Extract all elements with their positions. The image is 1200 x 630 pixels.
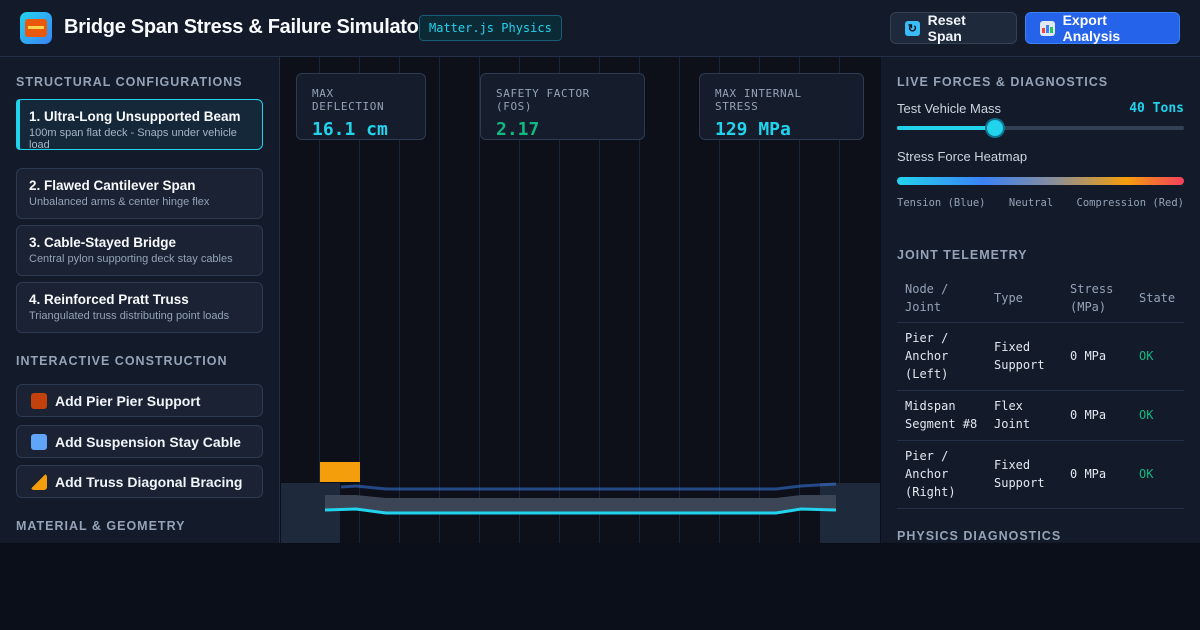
- page-footer-area: [0, 543, 1200, 630]
- heatmap-label: Stress Force Heatmap: [897, 149, 1028, 164]
- add-pier-label: Add Pier Pier Support: [55, 392, 201, 409]
- safety-factor-value: 2.17: [496, 119, 540, 140]
- left-abutment: [281, 483, 340, 543]
- bar-chart-icon: [1040, 20, 1055, 36]
- vehicle-mass-value: 40 Tons: [1129, 101, 1184, 116]
- config-flawed-cantilever[interactable]: 2. Flawed Cantilever Span Unbalanced arm…: [16, 168, 263, 219]
- state-cell: OK: [1131, 390, 1184, 441]
- add-truss-bracing-button[interactable]: Add Truss Diagonal Bracing: [16, 465, 263, 498]
- column-header: Node / Joint: [897, 275, 986, 323]
- column-header: Type: [986, 275, 1062, 323]
- table-row: Midspan Segment #8 Flex Joint 0 MPa OK: [897, 390, 1184, 441]
- metric-label: MAX INTERNAL STRESS: [715, 87, 802, 113]
- compression-label: Compression (Red): [1076, 197, 1184, 209]
- node-cell: Pier / Anchor (Right): [897, 440, 986, 509]
- config-cable-stayed[interactable]: 3. Cable-Stayed Bridge Central pylon sup…: [16, 225, 263, 276]
- config-title: 3. Cable-Stayed Bridge: [29, 235, 177, 250]
- export-analysis-button[interactable]: Export Analysis: [1025, 12, 1180, 44]
- metric-label: SAFETY FACTOR (FOS): [496, 87, 590, 113]
- lower-chord: [324, 507, 837, 515]
- material-geometry-heading: MATERIAL & GEOMETRY: [16, 519, 186, 533]
- add-stay-cable-button[interactable]: Add Suspension Stay Cable: [16, 425, 263, 458]
- config-ultra-long-beam[interactable]: 1. Ultra-Long Unsupported Beam 100m span…: [16, 99, 263, 151]
- right-panel: LIVE FORCES & DIAGNOSTICS Test Vehicle M…: [881, 57, 1200, 543]
- config-description: Triangulated truss distributing point lo…: [29, 310, 230, 322]
- table-header-row: Node / Joint Type Stress (MPa) State: [897, 275, 1184, 323]
- joint-telemetry-table: Node / Joint Type Stress (MPa) State Pie…: [897, 275, 1184, 509]
- type-cell: Flex Joint: [986, 390, 1062, 441]
- upper-chord: [340, 482, 837, 491]
- state-cell: OK: [1131, 322, 1184, 391]
- reset-icon: ↻: [905, 20, 920, 36]
- safety-factor-card: SAFETY FACTOR (FOS) 2.17: [480, 73, 645, 140]
- table-row: Pier / Anchor (Left) Fixed Support 0 MPa…: [897, 322, 1184, 391]
- type-cell: Fixed Support: [986, 322, 1062, 391]
- reset-span-button[interactable]: ↻ Reset Span: [890, 12, 1017, 44]
- stress-cell: 0 MPa: [1062, 322, 1131, 391]
- right-abutment: [820, 483, 880, 543]
- bridge-deck: [325, 495, 836, 512]
- thread-spool-icon: [31, 433, 47, 450]
- bridge-scene: [281, 462, 880, 543]
- slider-fill: [897, 126, 995, 130]
- heatmap-scale-labels: Tension (Blue) Neutral Compression (Red): [897, 197, 1184, 209]
- export-analysis-label: Export Analysis: [1062, 12, 1121, 44]
- vehicle-mass-label: Test Vehicle Mass: [897, 101, 1002, 116]
- stress-cell: 0 MPa: [1062, 440, 1131, 509]
- app-header: Bridge Span Stress & Failure Simulator M…: [0, 0, 1200, 57]
- reset-span-label: Reset Span: [927, 12, 966, 44]
- structural-configurations-heading: STRUCTURAL CONFIGURATIONS: [16, 75, 243, 89]
- live-forces-heading: LIVE FORCES & DIAGNOSTICS: [897, 75, 1109, 89]
- config-pratt-truss[interactable]: 4. Reinforced Pratt Truss Triangulated t…: [16, 282, 263, 333]
- stress-cell: 0 MPa: [1062, 390, 1131, 441]
- stress-heatmap-legend: [897, 177, 1184, 185]
- simulation-canvas[interactable]: MAX DEFLECTION 16.1 cm SAFETY FACTOR (FO…: [281, 57, 880, 543]
- config-title: 4. Reinforced Pratt Truss: [29, 292, 189, 307]
- max-internal-stress-card: MAX INTERNAL STRESS 129 MPa: [699, 73, 864, 140]
- max-internal-stress-value: 129 MPa: [715, 119, 791, 140]
- left-sidebar: STRUCTURAL CONFIGURATIONS 1. Ultra-Long …: [0, 57, 280, 543]
- add-pier-support-button[interactable]: Add Pier Pier Support: [16, 384, 263, 417]
- node-cell: Pier / Anchor (Left): [897, 322, 986, 391]
- state-cell: OK: [1131, 440, 1184, 509]
- add-cable-label: Add Suspension Stay Cable: [55, 433, 241, 450]
- max-deflection-card: MAX DEFLECTION 16.1 cm: [296, 73, 426, 140]
- joint-telemetry-heading: JOINT TELEMETRY: [897, 248, 1028, 262]
- vehicle-mass-slider[interactable]: [897, 120, 1184, 136]
- config-title: 2. Flawed Cantilever Span: [29, 178, 196, 193]
- max-deflection-value: 16.1 cm: [312, 119, 388, 140]
- brick-icon: [31, 392, 47, 409]
- node-cell: Midspan Segment #8: [897, 390, 986, 441]
- type-cell: Fixed Support: [986, 440, 1062, 509]
- slider-thumb[interactable]: [986, 120, 1003, 136]
- physics-engine-badge: Matter.js Physics: [419, 15, 562, 41]
- bridge-logo-icon: [20, 12, 52, 44]
- table-row: Pier / Anchor (Right) Fixed Support 0 MP…: [897, 440, 1184, 509]
- tension-label: Tension (Blue): [897, 197, 986, 209]
- config-description: 100m span flat deck - Snaps under vehicl…: [29, 127, 237, 151]
- triangular-ruler-icon: [31, 473, 47, 490]
- metric-label: MAX DEFLECTION: [312, 87, 385, 113]
- app-title: Bridge Span Stress & Failure Simulator: [64, 16, 427, 38]
- column-header: State: [1131, 275, 1184, 323]
- test-vehicle[interactable]: [320, 462, 360, 482]
- neutral-label: Neutral: [1008, 197, 1054, 209]
- config-description: Central pylon supporting deck stay cable…: [29, 253, 233, 265]
- interactive-construction-heading: INTERACTIVE CONSTRUCTION: [16, 354, 228, 368]
- config-title: 1. Ultra-Long Unsupported Beam: [29, 109, 241, 124]
- column-header: Stress (MPa): [1062, 275, 1131, 323]
- config-description: Unbalanced arms & center hinge flex: [29, 196, 210, 208]
- physics-diagnostics-heading: PHYSICS DIAGNOSTICS: [897, 529, 1062, 543]
- add-bracing-label: Add Truss Diagonal Bracing: [55, 473, 243, 490]
